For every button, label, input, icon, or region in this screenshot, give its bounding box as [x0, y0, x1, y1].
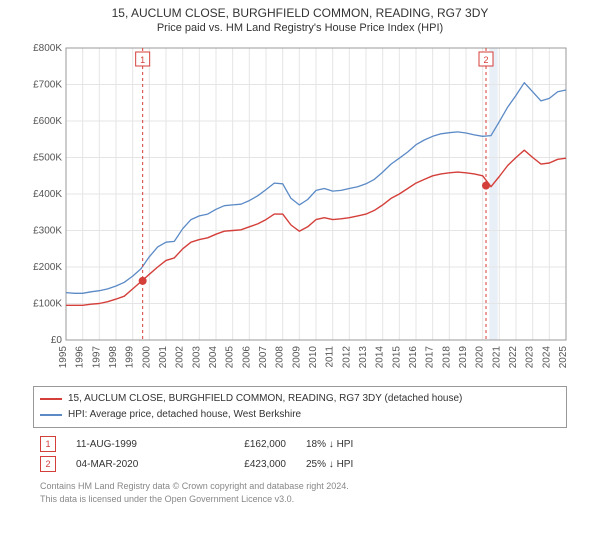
transaction-badge: 2: [40, 456, 56, 472]
svg-text:2018: 2018: [441, 346, 452, 369]
transaction-date: 11-AUG-1999: [76, 439, 186, 450]
transaction-row: 1 11-AUG-1999 £162,000 18% ↓ HPI: [40, 434, 560, 454]
legend-label: HPI: Average price, detached house, West…: [68, 407, 301, 423]
svg-text:2016: 2016: [408, 346, 419, 369]
attribution-footer: Contains HM Land Registry data © Crown c…: [40, 480, 560, 506]
svg-text:2000: 2000: [141, 346, 152, 369]
svg-text:2008: 2008: [275, 346, 286, 369]
line-chart-svg: £0 £100K £200K £300K £400K £500K £600K £700K £80…: [20, 40, 580, 380]
svg-text:£200K: £200K: [33, 262, 62, 273]
svg-text:£600K: £600K: [33, 116, 62, 127]
transaction-pct-vs-hpi: 25% ↓ HPI: [306, 459, 406, 470]
svg-text:£0: £0: [51, 335, 63, 346]
svg-text:2004: 2004: [208, 346, 219, 369]
svg-text:2024: 2024: [541, 346, 552, 369]
svg-text:£400K: £400K: [33, 189, 62, 200]
svg-text:2017: 2017: [425, 346, 436, 369]
legend-label: 15, AUCLUM CLOSE, BURGHFIELD COMMON, REA…: [68, 391, 462, 407]
svg-text:2021: 2021: [491, 346, 502, 369]
svg-text:2015: 2015: [391, 346, 402, 369]
svg-text:£700K: £700K: [33, 80, 62, 91]
svg-text:£300K: £300K: [33, 226, 62, 237]
svg-text:2010: 2010: [308, 346, 319, 369]
svg-text:2007: 2007: [258, 346, 269, 369]
svg-text:£800K: £800K: [33, 43, 62, 54]
svg-text:2022: 2022: [508, 346, 519, 369]
transaction-badge: 1: [40, 436, 56, 452]
svg-text:2019: 2019: [458, 346, 469, 369]
svg-text:1995: 1995: [58, 346, 69, 369]
transaction-date: 04-MAR-2020: [76, 459, 186, 470]
svg-text:2009: 2009: [291, 346, 302, 369]
svg-text:1998: 1998: [108, 346, 119, 369]
svg-text:2011: 2011: [325, 346, 336, 368]
svg-text:2012: 2012: [341, 346, 352, 369]
svg-text:2006: 2006: [241, 346, 252, 369]
svg-text:1: 1: [140, 55, 145, 65]
transactions-table: 1 11-AUG-1999 £162,000 18% ↓ HPI 2 04-MAR-202…: [40, 434, 560, 474]
transaction-pct-vs-hpi: 18% ↓ HPI: [306, 439, 406, 450]
transaction-row: 2 04-MAR-2020 £423,000 25% ↓ HPI: [40, 454, 560, 474]
footer-line-2: This data is licensed under the Open Gov…: [40, 493, 560, 506]
svg-text:2: 2: [483, 55, 488, 65]
legend-item: HPI: Average price, detached house, West…: [40, 407, 560, 423]
svg-text:1997: 1997: [91, 346, 102, 369]
svg-text:2003: 2003: [191, 346, 202, 369]
transaction-price: £162,000: [206, 439, 286, 450]
svg-text:1999: 1999: [125, 346, 136, 369]
svg-text:2014: 2014: [375, 346, 386, 369]
legend-swatch: [40, 414, 62, 416]
chart-title-block: 15, AUCLUM CLOSE, BURGHFIELD COMMON, REA…: [0, 0, 600, 36]
svg-text:2002: 2002: [175, 346, 186, 369]
legend-swatch: [40, 398, 62, 400]
svg-text:2013: 2013: [358, 346, 369, 369]
legend-box: 15, AUCLUM CLOSE, BURGHFIELD COMMON, REA…: [33, 386, 567, 428]
legend-item: 15, AUCLUM CLOSE, BURGHFIELD COMMON, REA…: [40, 391, 560, 407]
chart-title-primary: 15, AUCLUM CLOSE, BURGHFIELD COMMON, REA…: [0, 6, 600, 20]
svg-text:2025: 2025: [558, 346, 569, 369]
svg-text:2023: 2023: [525, 346, 536, 369]
chart-area: £0 £100K £200K £300K £400K £500K £600K £700K £80…: [20, 40, 580, 380]
svg-text:2001: 2001: [158, 346, 169, 369]
chart-title-secondary: Price paid vs. HM Land Registry's House …: [0, 22, 600, 34]
svg-text:£100K: £100K: [33, 299, 62, 310]
transaction-price: £423,000: [206, 459, 286, 470]
footer-line-1: Contains HM Land Registry data © Crown c…: [40, 480, 560, 493]
svg-text:£500K: £500K: [33, 153, 62, 164]
svg-text:1996: 1996: [75, 346, 86, 369]
svg-text:2020: 2020: [475, 346, 486, 369]
svg-text:2005: 2005: [225, 346, 236, 369]
